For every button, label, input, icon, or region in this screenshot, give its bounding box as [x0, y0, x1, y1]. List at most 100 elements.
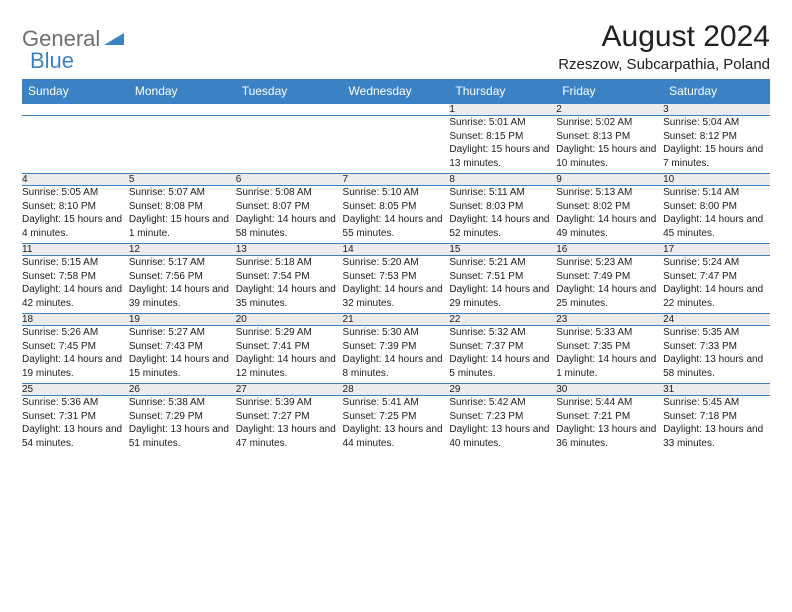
daylight-text: Daylight: 13 hours and 47 minutes. [236, 423, 343, 450]
day-number-cell: 4 [22, 174, 129, 186]
day-info-cell: Sunrise: 5:35 AMSunset: 7:33 PMDaylight:… [663, 326, 770, 384]
weekday-header: Saturday [663, 79, 770, 104]
daylight-text: Daylight: 13 hours and 54 minutes. [22, 423, 129, 450]
day-info-cell: Sunrise: 5:02 AMSunset: 8:13 PMDaylight:… [556, 116, 663, 174]
weekday-header: Wednesday [343, 79, 450, 104]
title-block: August 2024 Rzeszow, Subcarpathia, Polan… [558, 20, 770, 73]
sunrise-text: Sunrise: 5:32 AM [449, 326, 556, 340]
sunset-text: Sunset: 8:13 PM [556, 130, 663, 144]
sunrise-text: Sunrise: 5:41 AM [343, 396, 450, 410]
sunrise-text: Sunrise: 5:17 AM [129, 256, 236, 270]
day-number-cell: 15 [449, 244, 556, 256]
day-number-cell: 14 [343, 244, 450, 256]
day-info-cell: Sunrise: 5:07 AMSunset: 8:08 PMDaylight:… [129, 186, 236, 244]
sunset-text: Sunset: 7:39 PM [343, 340, 450, 354]
day-number-cell: 27 [236, 384, 343, 396]
daylight-text: Daylight: 14 hours and 22 minutes. [663, 283, 770, 310]
sunrise-text: Sunrise: 5:26 AM [22, 326, 129, 340]
day-info-cell: Sunrise: 5:23 AMSunset: 7:49 PMDaylight:… [556, 256, 663, 314]
day-number-cell: 24 [663, 314, 770, 326]
day-info-row: Sunrise: 5:26 AMSunset: 7:45 PMDaylight:… [22, 326, 770, 384]
weekday-header: Tuesday [236, 79, 343, 104]
sunset-text: Sunset: 8:08 PM [129, 200, 236, 214]
day-info-cell: Sunrise: 5:15 AMSunset: 7:58 PMDaylight:… [22, 256, 129, 314]
day-info-cell: Sunrise: 5:45 AMSunset: 7:18 PMDaylight:… [663, 396, 770, 454]
daylight-text: Daylight: 15 hours and 4 minutes. [22, 213, 129, 240]
day-info-cell: Sunrise: 5:18 AMSunset: 7:54 PMDaylight:… [236, 256, 343, 314]
daylight-text: Daylight: 15 hours and 1 minute. [129, 213, 236, 240]
day-number-cell: 22 [449, 314, 556, 326]
day-number-cell: 5 [129, 174, 236, 186]
weekday-header: Monday [129, 79, 236, 104]
sunset-text: Sunset: 8:12 PM [663, 130, 770, 144]
daylight-text: Daylight: 13 hours and 51 minutes. [129, 423, 236, 450]
header: General August 2024 Rzeszow, Subcarpathi… [22, 20, 770, 73]
sunrise-text: Sunrise: 5:10 AM [343, 186, 450, 200]
day-info-cell [129, 116, 236, 174]
day-number-cell: 11 [22, 244, 129, 256]
sunset-text: Sunset: 7:47 PM [663, 270, 770, 284]
day-info-cell: Sunrise: 5:10 AMSunset: 8:05 PMDaylight:… [343, 186, 450, 244]
day-info-cell: Sunrise: 5:08 AMSunset: 8:07 PMDaylight:… [236, 186, 343, 244]
sunset-text: Sunset: 7:56 PM [129, 270, 236, 284]
day-info-cell: Sunrise: 5:44 AMSunset: 7:21 PMDaylight:… [556, 396, 663, 454]
day-info-cell: Sunrise: 5:20 AMSunset: 7:53 PMDaylight:… [343, 256, 450, 314]
sunrise-text: Sunrise: 5:38 AM [129, 396, 236, 410]
daylight-text: Daylight: 14 hours and 58 minutes. [236, 213, 343, 240]
weekday-header: Thursday [449, 79, 556, 104]
day-number-cell: 10 [663, 174, 770, 186]
sunset-text: Sunset: 7:21 PM [556, 410, 663, 424]
logo-triangle-icon [104, 29, 124, 50]
day-number-cell: 18 [22, 314, 129, 326]
day-info-cell: Sunrise: 5:01 AMSunset: 8:15 PMDaylight:… [449, 116, 556, 174]
day-number-cell: 28 [343, 384, 450, 396]
sunset-text: Sunset: 7:31 PM [22, 410, 129, 424]
sunset-text: Sunset: 7:54 PM [236, 270, 343, 284]
daylight-text: Daylight: 15 hours and 13 minutes. [449, 143, 556, 170]
day-info-cell [22, 116, 129, 174]
day-info-cell: Sunrise: 5:39 AMSunset: 7:27 PMDaylight:… [236, 396, 343, 454]
sunset-text: Sunset: 7:49 PM [556, 270, 663, 284]
sunrise-text: Sunrise: 5:21 AM [449, 256, 556, 270]
daylight-text: Daylight: 14 hours and 42 minutes. [22, 283, 129, 310]
sunrise-text: Sunrise: 5:08 AM [236, 186, 343, 200]
sunrise-text: Sunrise: 5:35 AM [663, 326, 770, 340]
sunset-text: Sunset: 7:51 PM [449, 270, 556, 284]
day-info-cell: Sunrise: 5:41 AMSunset: 7:25 PMDaylight:… [343, 396, 450, 454]
weekday-header: Sunday [22, 79, 129, 104]
day-info-cell: Sunrise: 5:04 AMSunset: 8:12 PMDaylight:… [663, 116, 770, 174]
sunset-text: Sunset: 7:33 PM [663, 340, 770, 354]
day-info-cell: Sunrise: 5:29 AMSunset: 7:41 PMDaylight:… [236, 326, 343, 384]
day-info-row: Sunrise: 5:01 AMSunset: 8:15 PMDaylight:… [22, 116, 770, 174]
day-info-row: Sunrise: 5:15 AMSunset: 7:58 PMDaylight:… [22, 256, 770, 314]
day-info-cell: Sunrise: 5:14 AMSunset: 8:00 PMDaylight:… [663, 186, 770, 244]
day-number-cell: 20 [236, 314, 343, 326]
weekday-header-row: Sunday Monday Tuesday Wednesday Thursday… [22, 79, 770, 104]
sunset-text: Sunset: 7:37 PM [449, 340, 556, 354]
sunrise-text: Sunrise: 5:14 AM [663, 186, 770, 200]
day-number-cell: 1 [449, 104, 556, 116]
daylight-text: Daylight: 13 hours and 40 minutes. [449, 423, 556, 450]
sunrise-text: Sunrise: 5:07 AM [129, 186, 236, 200]
day-number-cell: 7 [343, 174, 450, 186]
calendar-table: Sunday Monday Tuesday Wednesday Thursday… [22, 79, 770, 454]
sunrise-text: Sunrise: 5:44 AM [556, 396, 663, 410]
day-number-cell: 3 [663, 104, 770, 116]
day-number-cell [236, 104, 343, 116]
day-number-cell: 23 [556, 314, 663, 326]
day-info-cell [343, 116, 450, 174]
sunrise-text: Sunrise: 5:45 AM [663, 396, 770, 410]
sunset-text: Sunset: 8:00 PM [663, 200, 770, 214]
logo-text-blue: Blue [30, 48, 74, 74]
day-number-cell: 21 [343, 314, 450, 326]
sunset-text: Sunset: 8:02 PM [556, 200, 663, 214]
day-info-cell: Sunrise: 5:38 AMSunset: 7:29 PMDaylight:… [129, 396, 236, 454]
day-number-cell: 17 [663, 244, 770, 256]
sunrise-text: Sunrise: 5:01 AM [449, 116, 556, 130]
sunset-text: Sunset: 8:05 PM [343, 200, 450, 214]
sunset-text: Sunset: 7:18 PM [663, 410, 770, 424]
day-info-cell: Sunrise: 5:42 AMSunset: 7:23 PMDaylight:… [449, 396, 556, 454]
day-number-cell: 30 [556, 384, 663, 396]
day-number-cell [343, 104, 450, 116]
day-number-row: 123 [22, 104, 770, 116]
